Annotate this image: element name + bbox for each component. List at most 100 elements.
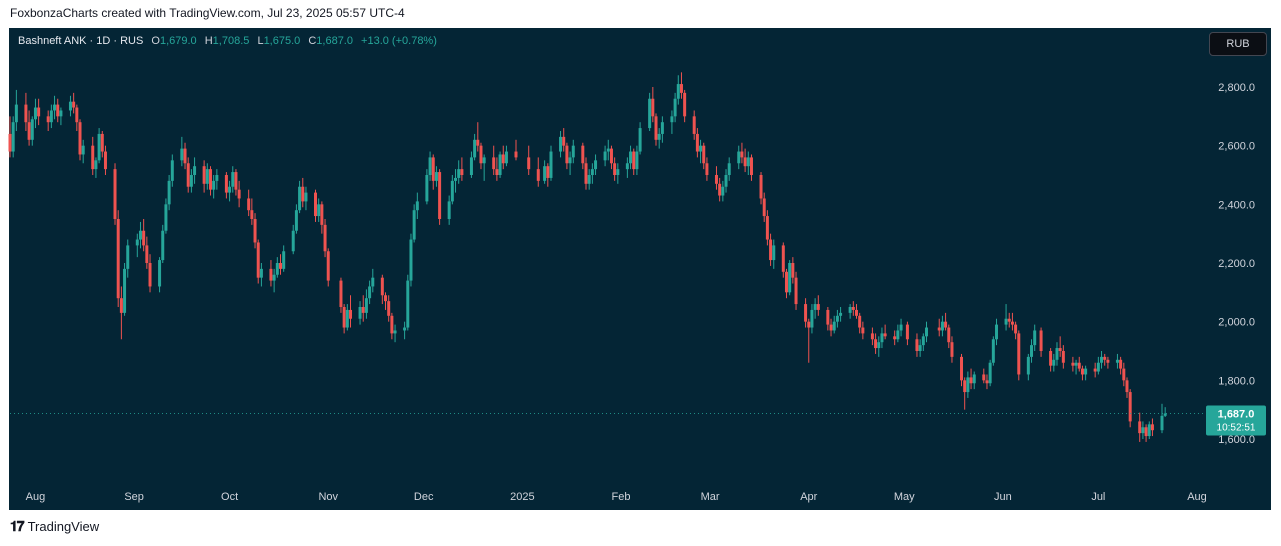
candle-body xyxy=(46,116,50,123)
candle-body xyxy=(826,309,830,325)
candle-body xyxy=(158,260,162,287)
candle-body xyxy=(743,157,747,167)
candle-body xyxy=(123,268,127,313)
x-tick-label: May xyxy=(894,491,915,503)
candle-body xyxy=(1061,351,1065,363)
candle-body xyxy=(676,84,680,99)
candle-body xyxy=(660,122,664,134)
candle-body xyxy=(116,219,120,299)
legend-close-label: C xyxy=(308,35,317,47)
candle-body xyxy=(78,122,82,155)
candle-body xyxy=(769,239,773,261)
candle-body xyxy=(358,307,362,319)
candle-body xyxy=(1017,333,1021,375)
candle-body xyxy=(138,230,142,240)
candle-body xyxy=(673,98,677,117)
footer: 𝟏𝟕 TradingView xyxy=(10,518,99,535)
candle-body xyxy=(788,263,792,293)
candle-body xyxy=(14,104,18,123)
candle-body xyxy=(49,110,53,123)
candle-body xyxy=(543,166,547,181)
legend-low-label: L xyxy=(257,35,264,47)
legend-open-value: 1,679.0 xyxy=(159,35,197,47)
candle-body xyxy=(387,301,391,316)
candle-body xyxy=(11,122,15,152)
candle-body xyxy=(294,210,298,231)
candle-body xyxy=(915,339,919,351)
candle-body xyxy=(714,175,718,184)
candle-body xyxy=(250,210,254,219)
candle-body xyxy=(482,157,486,164)
candle-body xyxy=(1141,427,1145,434)
candle-body xyxy=(679,84,683,93)
tv-logo-icon[interactable]: 𝟏𝟕 xyxy=(10,518,25,534)
candle-body xyxy=(428,157,432,175)
candle-body xyxy=(562,136,566,146)
candle-body xyxy=(899,324,903,331)
candle-body xyxy=(1138,421,1142,434)
legend-symbol[interactable]: Bashneft ANK · 1D · RUS xyxy=(18,35,144,47)
candle-body xyxy=(1125,380,1129,393)
x-tick-label: Dec xyxy=(414,491,434,503)
candle-body xyxy=(30,119,34,140)
chart-area[interactable] xyxy=(9,28,1271,510)
candle-body xyxy=(59,110,63,117)
candle-body xyxy=(683,92,687,117)
candle-body xyxy=(536,169,540,181)
x-tick-label: Jul xyxy=(1091,491,1105,503)
candle-body xyxy=(791,263,795,278)
candle-body xyxy=(72,101,76,108)
candle-body xyxy=(447,201,451,219)
candle-body xyxy=(896,330,900,340)
candle-body xyxy=(925,327,929,337)
candle-body xyxy=(81,145,85,155)
candle-body xyxy=(164,204,168,231)
candle-body xyxy=(848,307,852,313)
candle-body xyxy=(718,183,722,196)
candle-body xyxy=(832,321,836,331)
chart-caption: FoxbonzaCharts created with TradingView.… xyxy=(10,6,405,20)
candle-body xyxy=(317,204,321,217)
candle-body xyxy=(409,239,413,281)
candle-body xyxy=(724,175,728,187)
candle-body xyxy=(415,201,419,211)
legend-high-value: 1,708.5 xyxy=(212,35,250,47)
candle-body xyxy=(1150,424,1154,431)
candle-body xyxy=(314,192,318,217)
candle-body xyxy=(648,98,652,129)
candle-body xyxy=(638,128,642,152)
candle-body xyxy=(829,324,833,331)
candle-body xyxy=(1039,330,1043,351)
footer-brand[interactable]: TradingView xyxy=(27,519,100,534)
candle-body xyxy=(145,245,149,263)
y-tick-label: 2,200.0 xyxy=(1218,258,1255,270)
y-axis: 1,600.0 1,800.0 2,000.0 2,200.0 2,400.0 2,600… xyxy=(1218,82,1255,446)
candle-body xyxy=(657,133,661,140)
candle-body xyxy=(947,327,951,343)
candle-body xyxy=(275,263,279,275)
candle-body xyxy=(113,169,117,219)
candle-body xyxy=(549,151,553,178)
x-tick-label: Mar xyxy=(701,491,720,503)
candle-body xyxy=(670,116,674,123)
candle-body xyxy=(613,163,617,175)
chart-legend: Bashneft ANK · 1D · RUS O1,679.0 H1,708.… xyxy=(18,35,437,47)
candle-body xyxy=(237,189,241,199)
candle-body xyxy=(504,151,508,164)
candle-body xyxy=(991,339,995,363)
candle-body xyxy=(985,380,989,384)
candle-body xyxy=(349,309,353,319)
candle-body xyxy=(1106,359,1110,363)
candle-body xyxy=(1080,368,1084,375)
candles-group xyxy=(8,72,1167,442)
candle-body xyxy=(393,330,397,334)
candle-body xyxy=(1071,362,1075,366)
candle-body xyxy=(68,101,72,111)
candle-body xyxy=(256,242,260,278)
candle-body xyxy=(635,151,639,170)
candle-body xyxy=(380,277,384,296)
candle-body xyxy=(1103,356,1107,360)
candle-body xyxy=(590,169,594,175)
currency-button[interactable]: RUB xyxy=(1209,32,1267,56)
